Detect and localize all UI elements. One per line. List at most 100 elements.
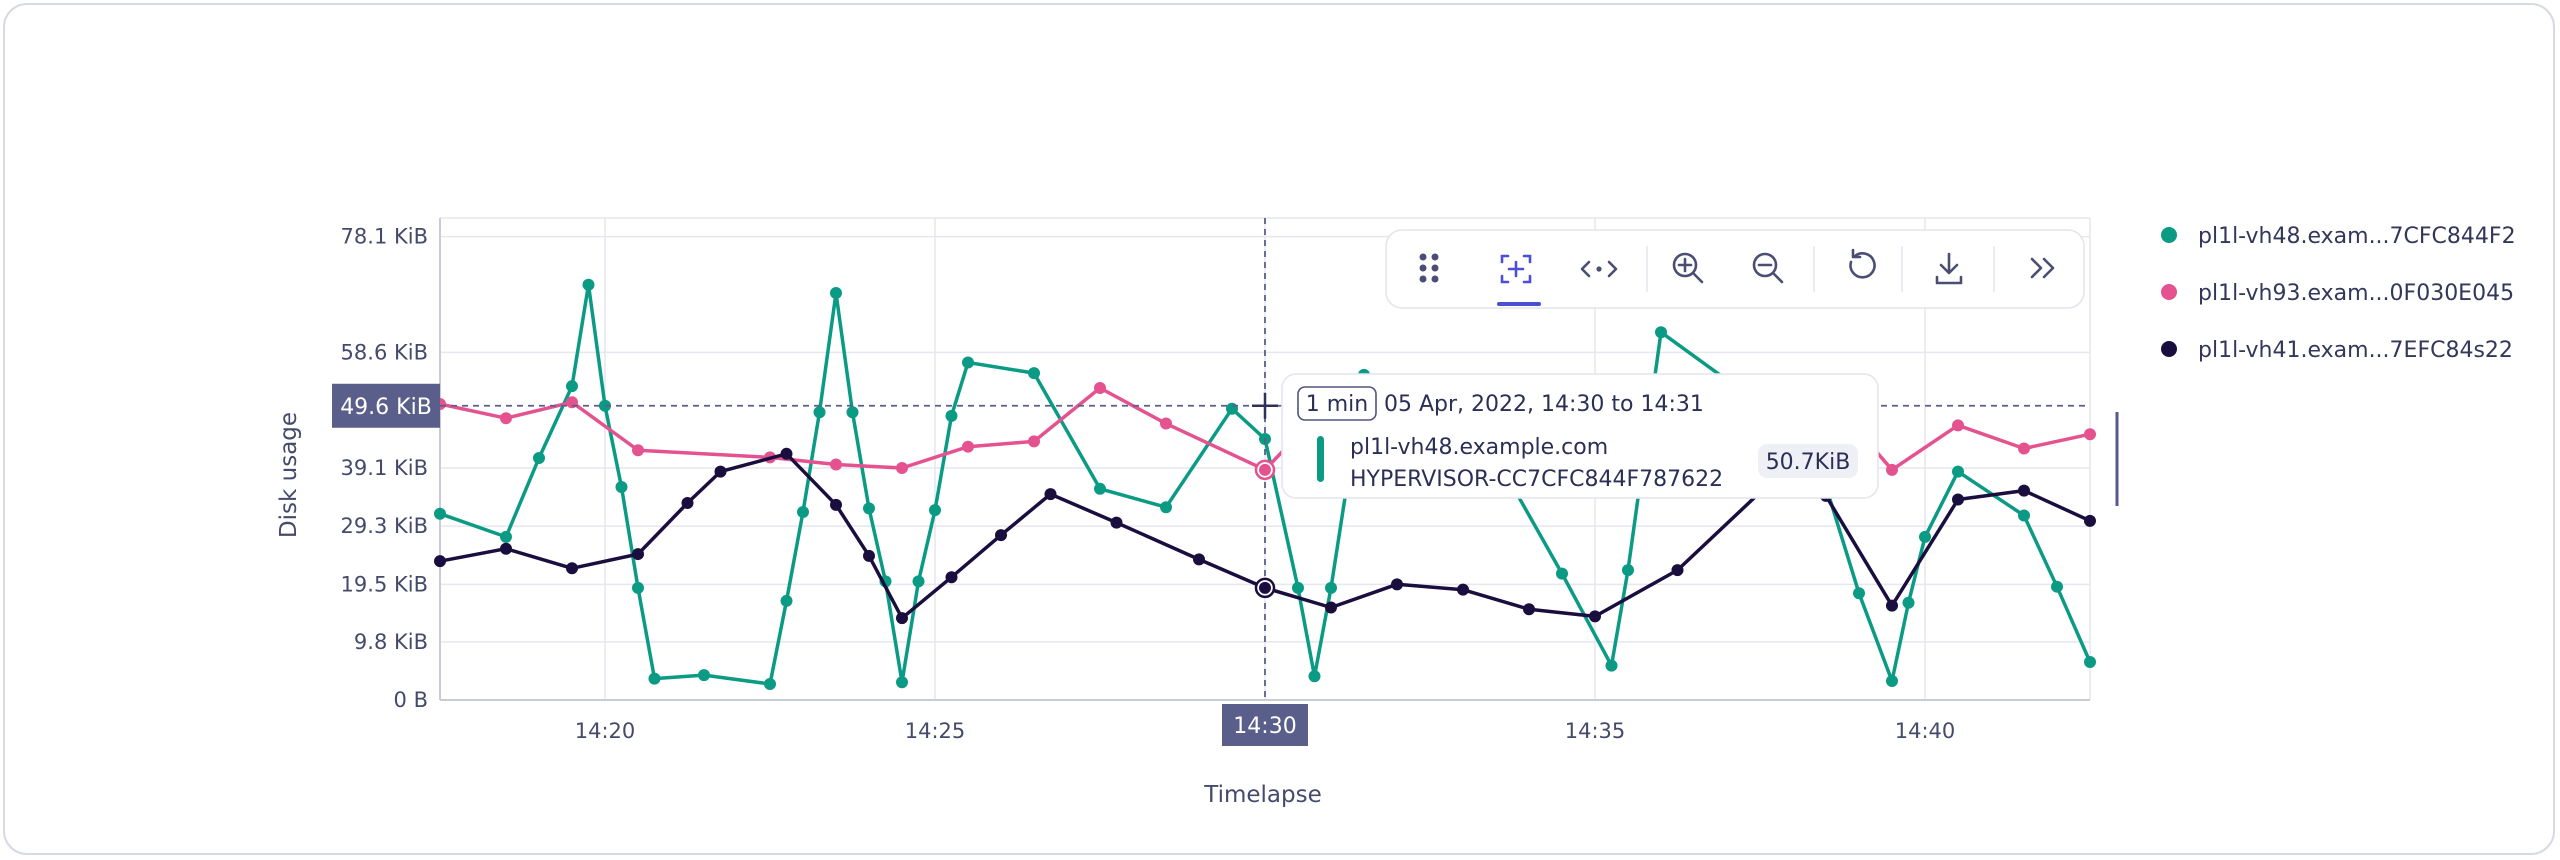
- chart-toolbar: [1385, 229, 2085, 309]
- data-point: [1160, 417, 1172, 430]
- data-point: [2084, 428, 2096, 441]
- y-tick-labels: 0 B 9.8 KiB 19.5 KiB 29.3 KiB 39.1 KiB 58.6 K…: [341, 225, 428, 712]
- data-point: [698, 669, 710, 682]
- data-point: [1028, 435, 1040, 448]
- y-axis-title: Disk usage: [276, 412, 302, 538]
- data-point: [1193, 553, 1205, 566]
- download-icon[interactable]: [1935, 252, 1963, 285]
- data-point: [434, 507, 446, 520]
- data-point: [2018, 442, 2030, 455]
- data-point: [945, 409, 958, 422]
- data-point: [2018, 484, 2030, 497]
- data-point: [945, 571, 958, 584]
- x-crosshair-label: 14:30: [1233, 714, 1296, 739]
- data-point: [1902, 596, 1915, 609]
- data-point: [1853, 587, 1865, 600]
- x-tick-labels: 14:20 14:25 14:35 14:40: [575, 719, 1956, 743]
- data-point: [896, 612, 908, 625]
- data-point: [500, 530, 512, 543]
- data-point: [714, 465, 727, 478]
- drag-handle-icon[interactable]: [1419, 253, 1439, 283]
- axes: [439, 218, 2090, 701]
- expand-icon[interactable]: [2030, 257, 2055, 279]
- zoom-out-icon[interactable]: [1752, 252, 1784, 284]
- interval-chip: [1297, 386, 1377, 421]
- tooltip: 1 min 05 Apr, 2022, 14:30 to 14:31 pl1l-…: [1281, 373, 1879, 499]
- data-point: [1094, 482, 1106, 495]
- data-point: [1605, 659, 1618, 672]
- data-point: [632, 581, 644, 594]
- tooltip-hypervisor: HYPERVISOR-CC7CFC844F787622: [1350, 467, 1723, 492]
- data-point: [1457, 583, 1469, 596]
- crosshair-cursor: [1252, 392, 1278, 419]
- data-point: [863, 549, 875, 562]
- pan-icon[interactable]: [1580, 260, 1618, 278]
- tooltip-host: pl1l-vh48.example.com: [1350, 435, 1608, 460]
- data-point: [1028, 367, 1040, 380]
- data-point: [1391, 578, 1403, 591]
- y-tick-label: 29.3 KiB: [341, 514, 428, 538]
- data-point: [995, 529, 1007, 542]
- data-point: [1952, 465, 1964, 478]
- select-zoom-icon[interactable]: [1497, 254, 1541, 306]
- data-point: [1044, 488, 1057, 501]
- data-point: [912, 575, 925, 588]
- y-crosshair-badge: [332, 383, 440, 428]
- data-point: [2018, 509, 2030, 522]
- data-point: [896, 676, 908, 689]
- data-point: [500, 542, 512, 555]
- tooltip-value: 50.7KiB: [1766, 450, 1851, 475]
- zoom-in-icon[interactable]: [1672, 252, 1704, 284]
- data-point: [632, 548, 644, 561]
- data-point: [2084, 514, 2096, 527]
- hover-marker: [1259, 581, 1271, 594]
- data-point: [1671, 564, 1684, 577]
- data-point: [962, 356, 974, 369]
- data-point: [1589, 610, 1601, 623]
- data-point: [615, 481, 628, 494]
- data-point: [681, 497, 694, 510]
- data-point: [434, 555, 446, 568]
- tooltip-value-chip: [1758, 444, 1858, 478]
- legend-marker: [2161, 341, 2177, 357]
- data-point: [1556, 567, 1568, 580]
- y-crosshair-label: 49.6 KiB: [340, 395, 432, 420]
- data-point: [533, 451, 545, 464]
- data-point: [896, 462, 908, 475]
- x-crosshair-badge: [1222, 704, 1308, 746]
- data-point: [566, 562, 578, 575]
- tooltip-interval: 1 min: [1306, 392, 1368, 417]
- toolbar-background: [1385, 229, 2085, 309]
- data-point: [648, 672, 661, 685]
- data-point: [2051, 580, 2063, 593]
- data-point: [1886, 463, 1898, 476]
- y-tick-label: 58.6 KiB: [341, 340, 428, 364]
- data-point: [962, 440, 974, 453]
- data-point: [830, 458, 842, 471]
- data-point: [1160, 501, 1172, 514]
- data-point: [764, 677, 776, 690]
- data-point: [2084, 656, 2096, 669]
- legend-marker: [2161, 284, 2177, 300]
- data-point: [1325, 601, 1337, 614]
- data-point: [1952, 493, 1964, 506]
- reset-icon[interactable]: [1849, 248, 1876, 279]
- data-point: [1655, 326, 1667, 339]
- data-point: [863, 502, 875, 515]
- data-point: [1094, 381, 1106, 394]
- data-point: [813, 406, 826, 419]
- tooltip-background: [1281, 373, 1879, 499]
- data-point: [1110, 516, 1123, 529]
- data-point: [1919, 530, 1931, 543]
- tooltip-range: 05 Apr, 2022, 14:30 to 14:31: [1384, 392, 1704, 417]
- x-tick-label: 14:25: [905, 719, 966, 743]
- legend-label: pl1l-vh48.exam...7CFC844F2: [2198, 224, 2516, 249]
- data-point: [1622, 564, 1634, 577]
- y-tick-label: 78.1 KiB: [341, 225, 428, 249]
- data-point: [1886, 599, 1898, 612]
- data-point: [830, 287, 842, 300]
- y-tick-label: 19.5 KiB: [341, 572, 428, 596]
- data-point: [846, 406, 859, 419]
- data-point: [1292, 581, 1304, 594]
